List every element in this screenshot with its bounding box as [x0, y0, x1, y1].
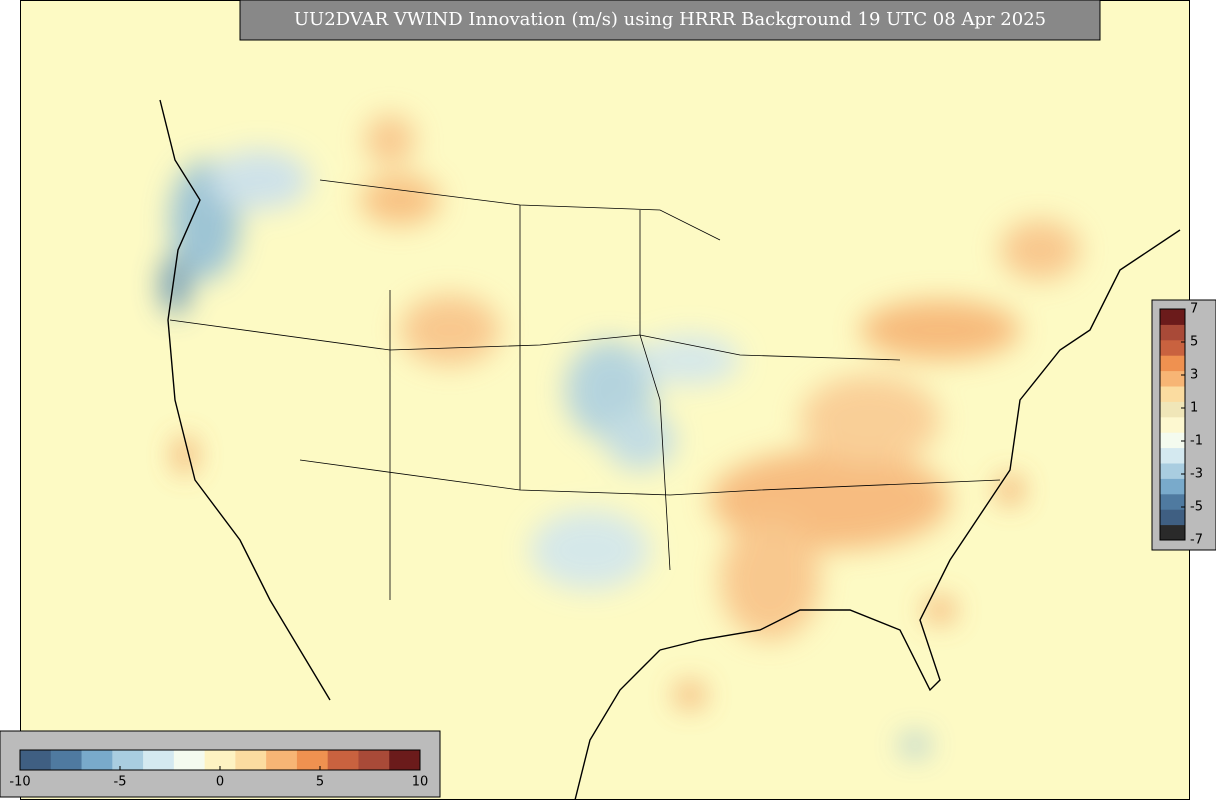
- colorbar-bottom: -10 -5 0 5 10: [9, 749, 429, 790]
- color-swatch: [1160, 509, 1185, 526]
- color-swatch: [296, 750, 329, 770]
- tick-label: -1: [1190, 434, 1203, 449]
- color-swatch: [1160, 447, 1185, 464]
- color-swatch: [358, 750, 390, 770]
- color-swatch: [1160, 463, 1185, 479]
- color-swatch: [1160, 524, 1185, 541]
- tick-label: 10: [412, 775, 429, 790]
- tick-label: 5: [1190, 335, 1198, 350]
- color-swatch: [1160, 355, 1185, 372]
- borders: [169, 179, 1001, 600]
- color-swatch: [20, 750, 52, 770]
- colorbar-right: -7 -5 -3 -1 1 3 5 7: [1159, 302, 1203, 548]
- tick-label: -5: [1190, 500, 1203, 515]
- color-swatch: [235, 750, 267, 770]
- coastline: [159, 99, 1181, 800]
- color-swatch: [389, 750, 421, 770]
- title-box: [239, 0, 1101, 41]
- color-swatch: [266, 750, 298, 770]
- tick-label: 7: [1190, 302, 1198, 317]
- color-swatch: [143, 750, 175, 770]
- color-swatch: [1160, 401, 1185, 418]
- title: UU2DVAR VWIND Innovation (m/s) using HRR…: [294, 9, 1046, 30]
- tick-label: -3: [1190, 467, 1203, 482]
- color-swatch: [1160, 416, 1185, 433]
- tick-label: 1: [1190, 401, 1198, 416]
- tick-label: -7: [1190, 533, 1203, 548]
- color-swatch: [112, 750, 144, 770]
- color-swatch: [81, 750, 113, 770]
- color-swatch: [1160, 309, 1185, 325]
- color-swatch: [1160, 386, 1185, 402]
- color-swatch: [204, 750, 236, 770]
- color-swatch: [327, 750, 359, 770]
- tick-label: 3: [1190, 368, 1198, 383]
- tick-label: 5: [316, 775, 324, 790]
- tick-label: 0: [216, 775, 224, 790]
- tick-label: -10: [9, 775, 30, 790]
- color-swatch: [1160, 324, 1185, 341]
- color-swatch: [173, 750, 206, 770]
- color-swatch: [1160, 478, 1185, 495]
- color-swatch: [1160, 370, 1185, 387]
- tick-label: -5: [114, 775, 127, 790]
- color-swatch: [1160, 339, 1185, 356]
- color-swatch: [1160, 432, 1185, 449]
- color-swatch: [50, 750, 83, 770]
- color-swatch: [1160, 493, 1185, 510]
- colorbar-outline: [1159, 308, 1186, 541]
